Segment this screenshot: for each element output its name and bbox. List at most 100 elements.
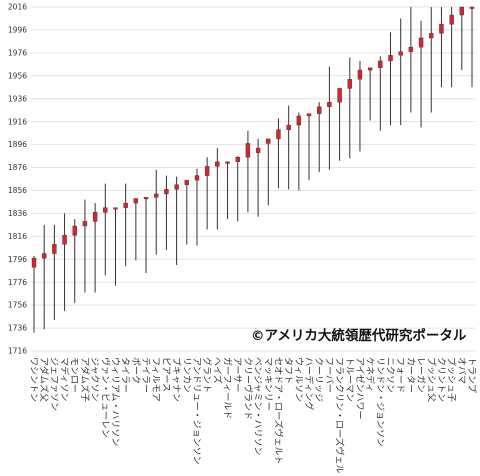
president-label: クリントン (435, 357, 446, 402)
term-bar (133, 198, 139, 204)
president-label: グラント (201, 357, 213, 393)
president-label: ケネディ (364, 357, 376, 392)
president-label: ポーク (130, 357, 141, 384)
y-tick-label: 1936 (8, 94, 27, 103)
president-label: ブッシュ子 (446, 357, 458, 402)
president-label: タイラー (120, 357, 131, 393)
y-tick-label: 1776 (8, 278, 27, 287)
y-tick-label: 1876 (8, 163, 27, 172)
y-tick-label: 1756 (8, 301, 27, 310)
term-bar (327, 101, 332, 107)
president-label: フォード (395, 357, 405, 393)
president-label: ガーフィールド (222, 357, 233, 419)
term-bar (194, 175, 200, 181)
term-bar (82, 221, 88, 227)
president-label: トランプ (466, 357, 477, 393)
term-bar (439, 24, 444, 34)
y-tick-label: 1716 (8, 347, 27, 356)
president-label: ニクソン (385, 357, 396, 393)
term-bar (62, 234, 67, 245)
president-label: ジャクソン (89, 357, 100, 402)
term-bar (31, 257, 37, 268)
term-bar (306, 113, 312, 117)
president-label: フィルモア (150, 357, 160, 402)
president-label: オバマ (456, 357, 467, 384)
term-bar (143, 197, 149, 200)
president-label: アダムズ父 (38, 357, 50, 402)
term-bars (31, 6, 475, 268)
y-tick-label: 1736 (8, 324, 27, 333)
term-bar (286, 124, 291, 130)
president-label: ブッシュ父 (425, 357, 437, 402)
president-label: アーサー (232, 357, 243, 392)
president-label: マッキンリー (262, 357, 272, 411)
term-bar (337, 88, 342, 103)
president-label: レーガン (415, 357, 426, 393)
president-label: ヘイズ (211, 357, 223, 384)
president-label: トルーマン (344, 357, 354, 402)
term-bar (245, 143, 251, 158)
lifespan-lines (33, 7, 473, 333)
president-label: セオドア・ローズヴェルト (272, 357, 284, 465)
term-bar (174, 184, 179, 190)
president-label: アンドリュー・ジョンソン (191, 357, 201, 465)
y-tick-label: 2016 (8, 3, 27, 12)
term-bar (215, 161, 220, 167)
president-label: ジェファソン (48, 357, 58, 411)
president-label: テイラー (140, 357, 151, 393)
term-bar (388, 54, 393, 62)
term-bar (72, 225, 77, 236)
term-bar (347, 79, 352, 89)
president-label: クーリッジ (313, 357, 324, 402)
y-tick-label: 1796 (8, 255, 27, 264)
president-label: ブキャナン (171, 357, 183, 402)
term-bar (225, 161, 230, 164)
term-bar (235, 157, 240, 162)
y-axis: 1716 1736 1756 1776 1796 1816 1836 1856 1876 1896… (8, 3, 27, 356)
term-bar (276, 129, 281, 140)
president-label: ウィルソン (293, 357, 304, 402)
term-bar (357, 69, 363, 80)
term-bar (469, 6, 475, 9)
president-label: フランクリン・ローズヴェルト (334, 357, 346, 476)
term-bar (92, 212, 98, 222)
term-bar (154, 193, 159, 198)
president-label: モンロー (69, 357, 79, 393)
president-label: フーバー (323, 357, 334, 393)
president-label: ヴァン・ビューレン (99, 357, 111, 438)
president-label: ベンジャミン・ハリソン (252, 357, 262, 456)
x-axis-labels: ワシントン アダムズ父 ジェファソン マディソン モンロー アダムズ子 ジャクソン ヴァン・ビ… (28, 357, 477, 476)
term-bar (184, 179, 189, 185)
president-label: ワシントン (28, 357, 38, 402)
term-bar (41, 253, 47, 259)
y-tick-label: 1976 (8, 48, 27, 57)
term-bar (266, 138, 271, 144)
president-label: アダムズ子 (79, 357, 91, 402)
term-bar (459, 6, 465, 16)
term-bar (429, 33, 434, 39)
term-bar (164, 189, 169, 195)
president-label: カーター (405, 357, 416, 393)
term-bar (113, 207, 118, 210)
credit-label: ©アメリカ大統領歴代研究ポータル (251, 327, 467, 344)
term-bar (367, 67, 373, 71)
term-bar (255, 147, 261, 153)
term-bar (317, 106, 322, 114)
term-bar (378, 60, 383, 68)
term-bar (52, 244, 57, 254)
president-label: アイゼンハワー (354, 357, 366, 420)
president-label: タフト (283, 357, 294, 384)
term-bar (296, 115, 302, 126)
term-bar (103, 207, 108, 213)
y-tick-label: 1916 (8, 117, 27, 126)
term-bar (449, 14, 454, 25)
president-label: ウィリアム・ハリソン (109, 357, 120, 446)
y-tick-label: 1836 (8, 209, 27, 218)
term-bar (204, 166, 210, 176)
term-bar (418, 37, 424, 48)
term-bar (408, 46, 414, 52)
y-tick-label: 1996 (8, 26, 27, 35)
y-tick-label: 1896 (8, 140, 27, 149)
president-label: リンカン (181, 357, 192, 393)
